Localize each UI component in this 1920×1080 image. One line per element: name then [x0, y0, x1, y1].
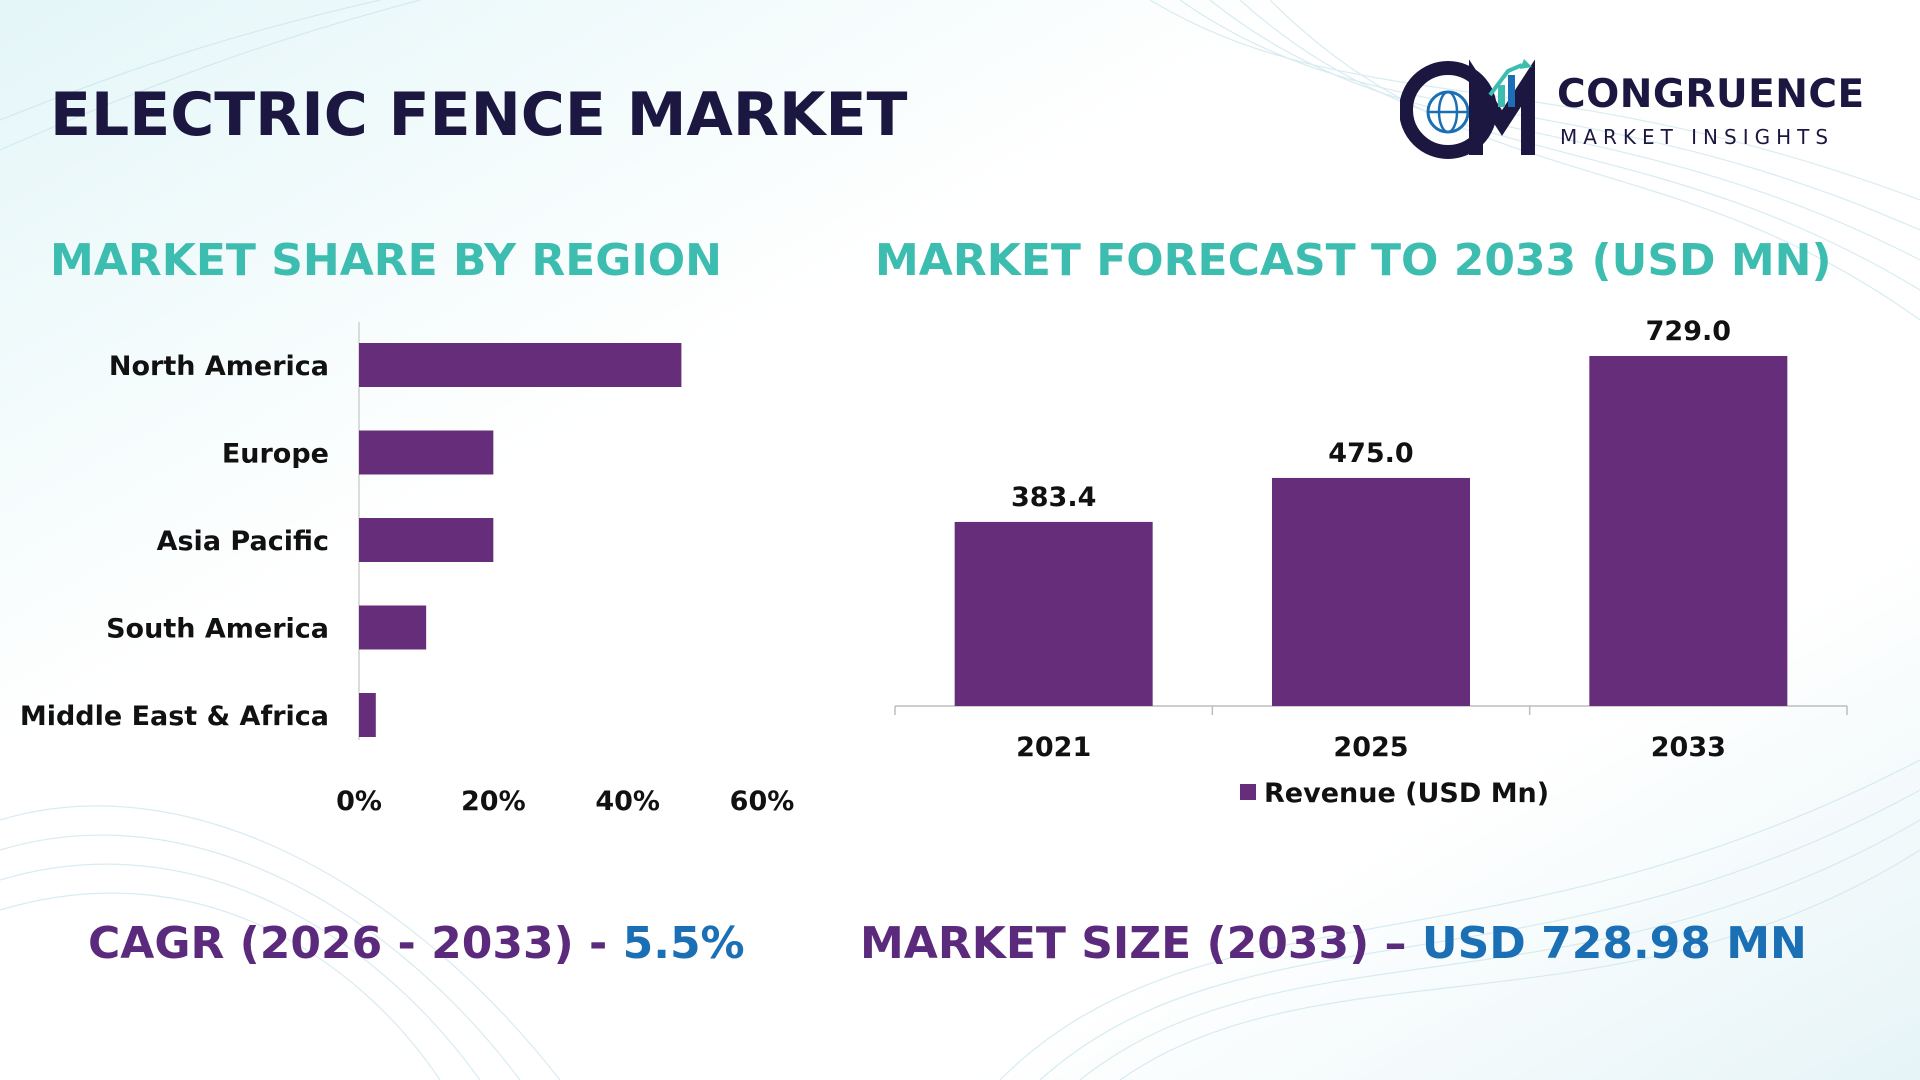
- cagr-value: 5.5%: [622, 918, 745, 969]
- region-label: Middle East & Africa: [20, 701, 329, 732]
- market-size-footer: MARKET SIZE (2033) – USD 728.98 MN: [860, 918, 1807, 969]
- cagr-label: CAGR (2026 - 2033) -: [88, 918, 623, 969]
- region-label: South America: [106, 614, 329, 645]
- x-tick-label: 2033: [1651, 732, 1726, 763]
- logo-tagline: MARKET INSIGHTS: [1560, 125, 1835, 149]
- x-tick-label: 20%: [461, 786, 526, 817]
- legend-label: Revenue (USD Mn): [1264, 778, 1550, 809]
- region-bar: [359, 343, 682, 387]
- region-bar: [359, 693, 376, 737]
- data-label: 729.0: [1646, 316, 1731, 347]
- x-tick-label: 0%: [336, 786, 382, 817]
- data-label: 383.4: [1011, 482, 1096, 513]
- revenue-bar: [954, 521, 1153, 706]
- market-size-label: MARKET SIZE (2033) –: [860, 918, 1422, 969]
- region-bar: [359, 518, 494, 562]
- region-bar: [359, 430, 494, 475]
- x-tick-label: 2025: [1333, 732, 1408, 763]
- congruence-logo-icon: [1400, 59, 1535, 159]
- x-tick-label: 40%: [595, 786, 660, 817]
- region-label: North America: [109, 351, 329, 382]
- x-tick-label: 2021: [1016, 732, 1091, 763]
- cagr-footer: CAGR (2026 - 2033) - 5.5%: [88, 918, 745, 969]
- region-bar: [359, 605, 427, 650]
- market-size-value: USD 728.98 MN: [1421, 918, 1807, 969]
- page-title: ELECTRIC FENCE MARKET: [50, 80, 908, 150]
- logo-name: CONGRUENCE: [1557, 72, 1865, 117]
- x-tick-label: 60%: [730, 786, 795, 817]
- revenue-bar: [1272, 477, 1470, 706]
- region-label: Europe: [222, 439, 329, 470]
- forecast-legend: Revenue (USD Mn): [1240, 778, 1549, 809]
- legend-swatch: [1240, 784, 1256, 800]
- region-label: Asia Pacific: [157, 526, 329, 557]
- data-label: 475.0: [1328, 438, 1413, 469]
- revenue-bar: [1589, 356, 1788, 706]
- region-share-title: MARKET SHARE BY REGION: [50, 235, 722, 286]
- forecast-title: MARKET FORECAST TO 2033 (USD MN): [875, 235, 1832, 286]
